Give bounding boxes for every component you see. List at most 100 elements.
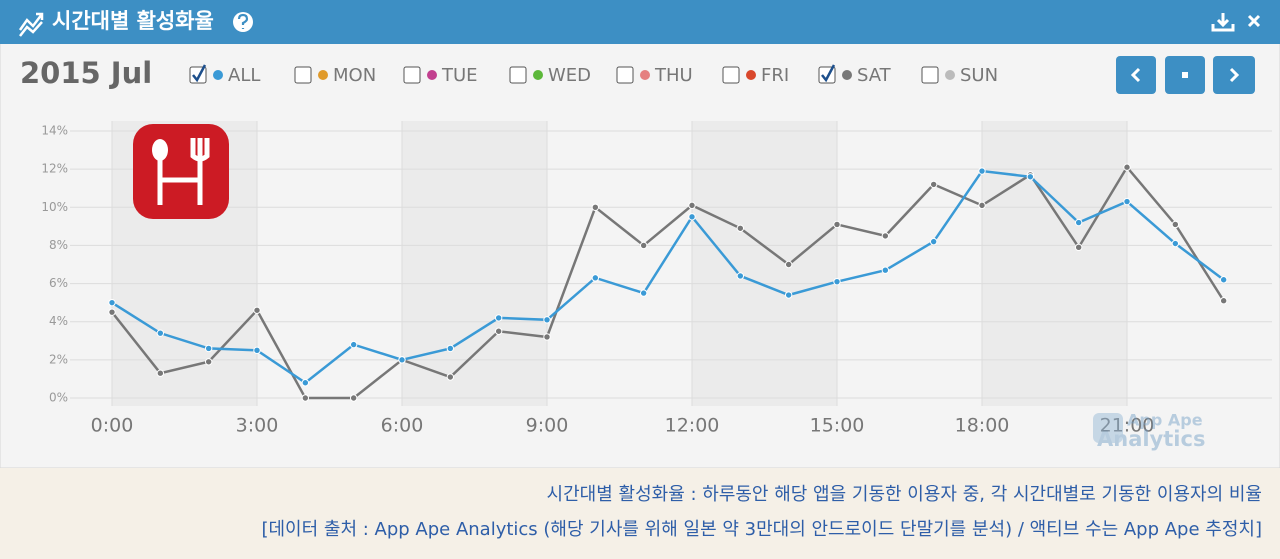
x-tick-label: 18:00 <box>955 415 1010 437</box>
watermark-logo <box>1093 413 1123 443</box>
download-icon[interactable] <box>1211 13 1235 32</box>
data-point <box>1219 297 1228 305</box>
y-tick-label: 12% <box>41 162 68 176</box>
data-point <box>929 237 938 246</box>
series-line <box>111 169 1225 385</box>
y-tick-label: 8% <box>49 238 68 252</box>
data-point <box>543 316 551 324</box>
legend-dot <box>427 70 437 80</box>
caption-line: [데이터 출처 : App Ape Analytics (해당 기사를 위해 일… <box>261 519 1262 540</box>
data-point <box>156 369 165 377</box>
data-point <box>736 272 745 280</box>
x-tick-label: 12:00 <box>665 415 720 437</box>
data-point <box>1123 197 1131 206</box>
app-icon-bg <box>133 124 229 219</box>
legend-dot <box>213 70 223 80</box>
legend-label: FRI <box>761 65 789 86</box>
legend-label: MON <box>333 65 376 86</box>
data-point <box>253 306 261 314</box>
data-point <box>1074 243 1083 252</box>
data-point <box>784 260 793 269</box>
data-point <box>301 379 310 387</box>
y-tick-label: 2% <box>49 352 68 366</box>
legend-checkbox[interactable] <box>509 66 527 84</box>
close-icon[interactable] <box>1247 14 1261 28</box>
legend-check <box>821 64 836 83</box>
caption-area <box>0 468 1280 559</box>
y-tick-label: 10% <box>41 200 68 214</box>
legend-dot <box>533 70 543 80</box>
fork <box>157 138 210 205</box>
y-tick-label: 4% <box>49 314 68 328</box>
data-point <box>639 289 648 297</box>
legend-check <box>192 64 207 83</box>
legend-label: ALL <box>228 65 260 86</box>
series-line <box>111 165 1225 400</box>
legend-dot <box>945 70 955 80</box>
data-point <box>446 344 455 353</box>
band <box>982 121 1127 406</box>
data-point <box>301 394 310 402</box>
legend-dot <box>842 70 852 80</box>
x-tick-label: 21:00 <box>1100 415 1155 437</box>
legend-checkbox[interactable] <box>294 66 312 84</box>
data-point <box>736 224 745 232</box>
legend-label: TUE <box>441 65 478 86</box>
caption-line: 시간대별 활성화율 : 하루동안 해당 앱을 기동한 이용자 중, 각 시간대별… <box>547 484 1262 505</box>
header-title: 시간대별 활성화율 <box>52 9 214 33</box>
data-point <box>108 298 116 307</box>
band <box>402 121 547 406</box>
legend-checkbox[interactable] <box>921 66 939 84</box>
legend-label: SUN <box>960 65 998 86</box>
next-icon <box>1229 67 1240 83</box>
data-point <box>204 358 213 366</box>
data-point <box>1123 163 1131 171</box>
y-tick-label: 0% <box>49 391 68 405</box>
prev-button[interactable] <box>1116 56 1156 94</box>
data-point <box>398 356 406 364</box>
data-point <box>881 232 890 240</box>
x-tick-label: 15:00 <box>810 415 865 437</box>
legend-dot <box>640 70 650 80</box>
data-point <box>349 340 358 349</box>
data-point <box>1074 218 1083 227</box>
data-point <box>1171 220 1180 229</box>
band <box>692 121 837 406</box>
legend-label: SAT <box>857 65 892 86</box>
data-point <box>1026 173 1035 181</box>
data-point <box>1219 276 1228 284</box>
data-point <box>688 201 696 210</box>
data-point <box>543 333 551 341</box>
header-bar <box>0 0 1280 44</box>
x-tick-label: 6:00 <box>381 415 424 437</box>
current-icon <box>1182 72 1188 78</box>
help-mark <box>237 13 249 29</box>
data-point <box>494 327 503 335</box>
data-point <box>156 329 165 337</box>
x-tick-label: 3:00 <box>236 415 279 437</box>
x-tick-label: 9:00 <box>526 415 569 437</box>
legend-checkbox[interactable] <box>616 66 634 84</box>
y-tick-label: 6% <box>49 276 68 290</box>
legend-checkbox[interactable] <box>403 66 421 84</box>
data-point <box>978 201 986 210</box>
prev-icon <box>1130 67 1141 83</box>
period-label: 2015 Jul <box>20 56 152 90</box>
watermark-bottom: Analytics <box>1097 427 1205 451</box>
y-tick-label: 14% <box>41 124 68 138</box>
trend-icon <box>18 12 44 37</box>
legend-label: THU <box>654 65 693 86</box>
data-point <box>978 167 986 175</box>
data-point <box>929 180 938 189</box>
data-point <box>881 266 890 274</box>
data-point <box>204 344 213 353</box>
data-point <box>833 220 841 229</box>
data-point <box>253 346 261 355</box>
data-point <box>494 314 503 322</box>
next-button[interactable] <box>1213 56 1255 94</box>
data-point <box>349 394 358 402</box>
data-point <box>446 373 455 381</box>
legend-checkbox[interactable] <box>722 66 740 84</box>
watermark-top: App Ape <box>1127 411 1203 430</box>
